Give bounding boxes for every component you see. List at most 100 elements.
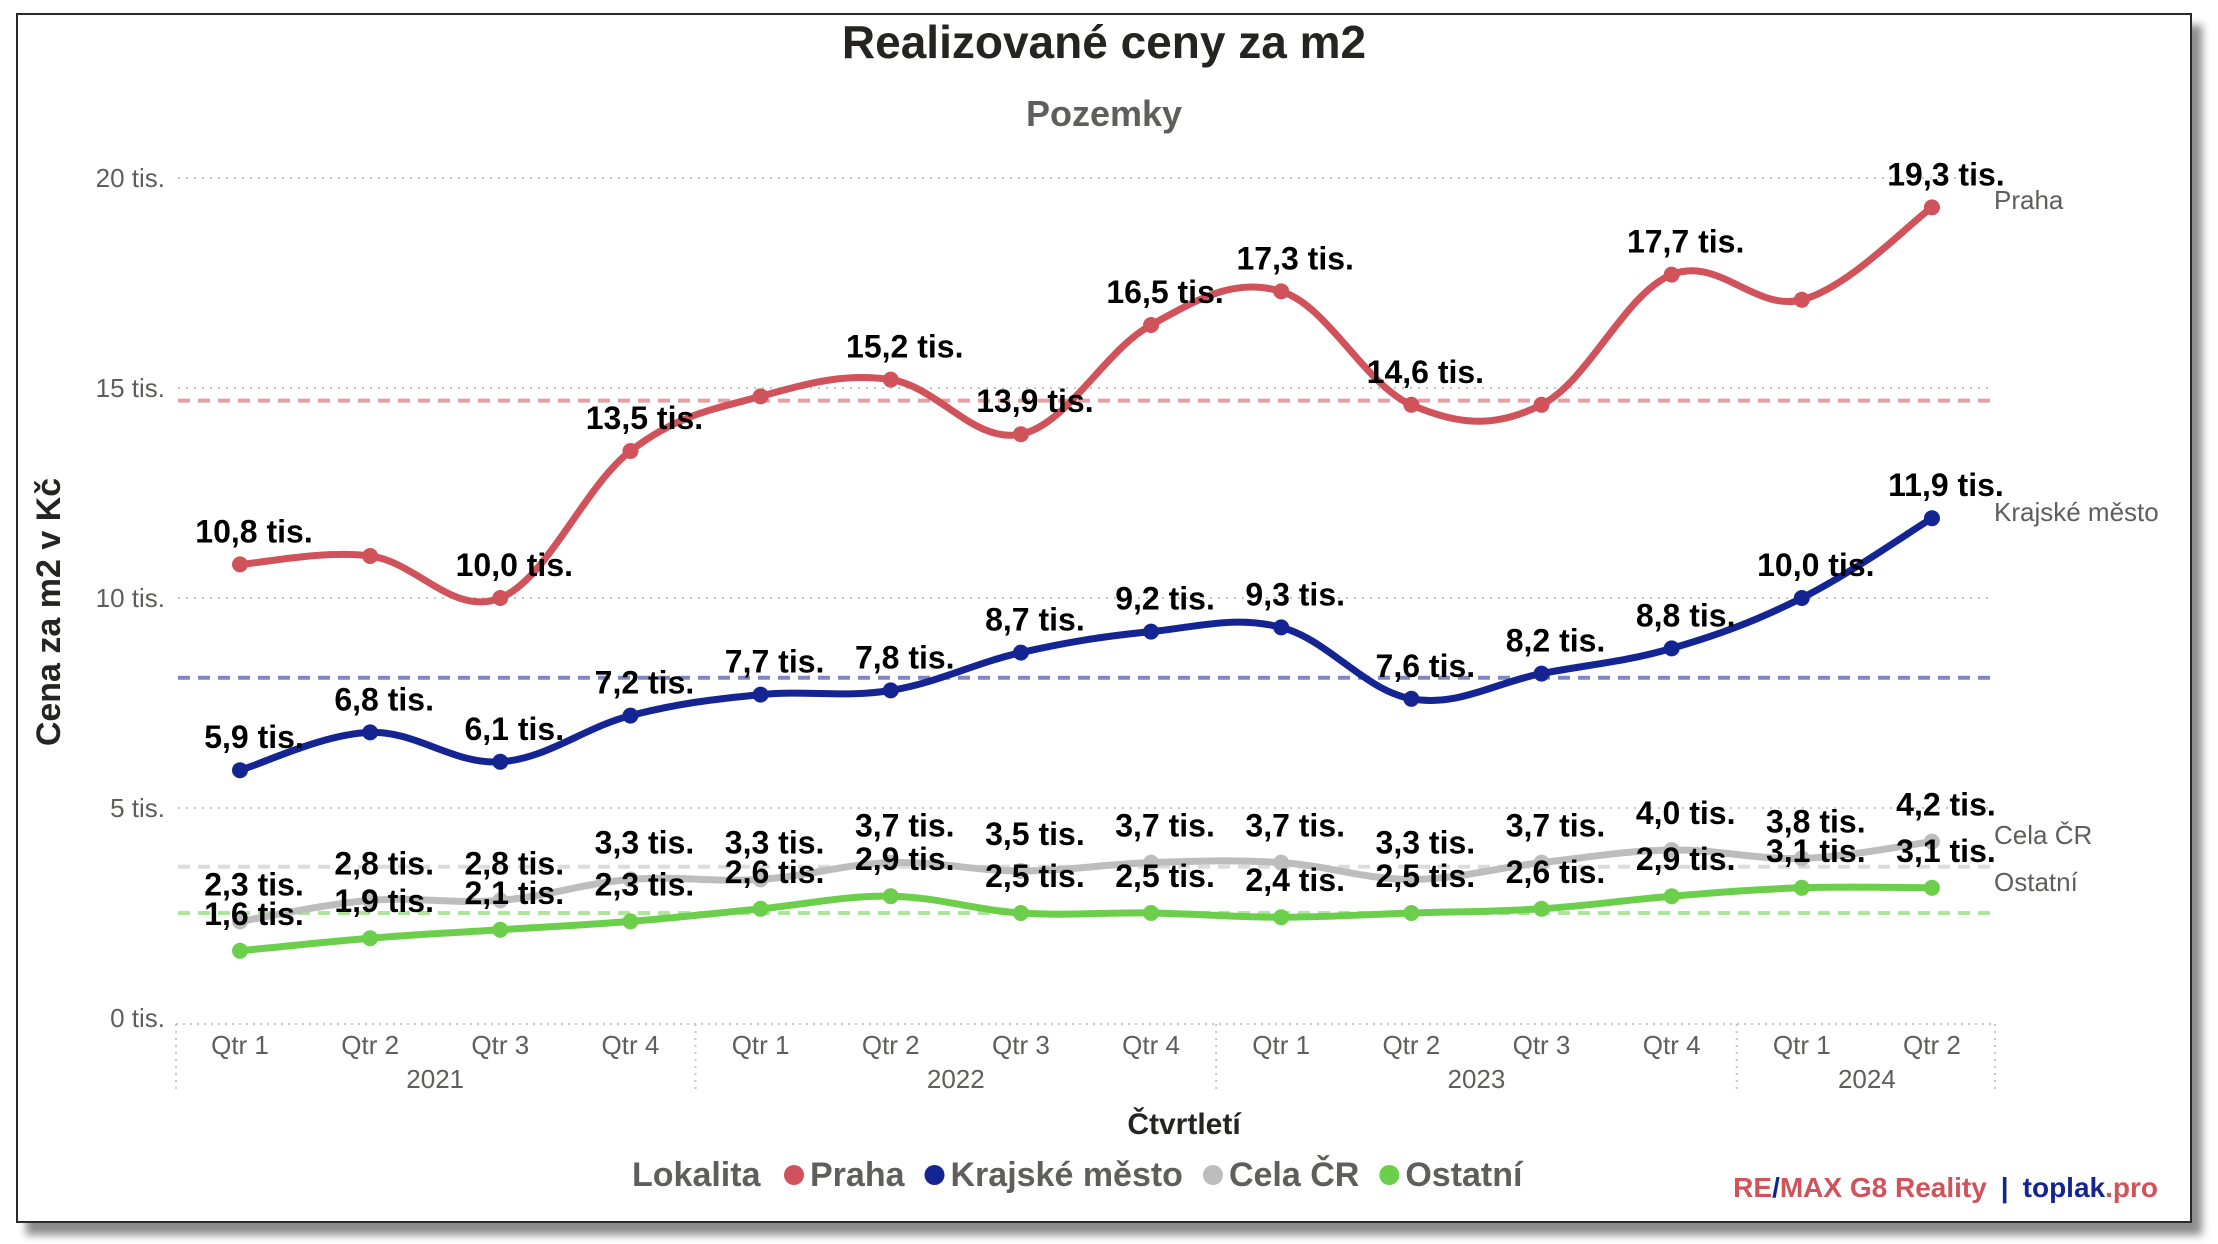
y-tick-label: 20 tis. [96,163,165,193]
data-label: 6,1 tis. [464,711,564,747]
data-label: 16,5 tis. [1106,274,1223,310]
data-point [1403,396,1420,413]
chart-subtitle: Pozemky [1026,93,1182,134]
data-label: 15,2 tis. [846,329,963,365]
data-point [1793,590,1810,606]
data-point [1012,644,1029,661]
data-point [362,892,379,909]
data-label: 3,3 tis. [725,824,825,860]
x-tick-label: Qtr 1 [1773,1030,1831,1060]
data-point [882,682,899,699]
data-label: 2,4 tis. [1245,862,1345,898]
data-label: 1,9 tis. [334,883,434,919]
chart-frame [16,13,2192,1223]
data-point [492,590,509,606]
data-point [622,913,639,930]
data-label: 3,1 tis. [1766,833,1866,869]
series-end-labels: Praha Krajské město Cela ČR Ostatní [1994,185,2159,897]
legend-marker [1379,1165,1400,1185]
series-end-label: Cela ČR [1994,820,2092,850]
brand-pro: .pro [2105,1172,2158,1203]
series-line [236,883,1936,955]
data-point [1273,283,1290,300]
legend-marker [784,1165,804,1185]
data-point [1533,665,1550,682]
data-point [1273,854,1290,871]
data-point [1012,863,1029,879]
data-point [232,913,248,930]
data-point [362,930,379,947]
data-point [362,548,379,564]
data-label: 3,7 tis. [1245,808,1345,844]
data-label: 2,6 tis. [725,854,825,890]
data-point [1012,426,1029,443]
x-axis-label: Čtvrtletí [1127,1107,1242,1141]
legend-entry: Ostatní [1405,1156,1524,1194]
data-label: 13,5 tis. [586,400,703,436]
data-point [232,762,248,779]
x-axis: Qtr 1 Qtr 2 Qtr 3 Qtr 4 Qtr 1 Qtr 2 Qtr 3 Qtr 4… [175,1023,1996,1094]
y-axis-label: Cena za m2 v Kč [30,478,68,746]
brand-toplak: toplak [2023,1172,2106,1203]
data-label: 4,2 tis. [1896,787,1996,823]
series-line [236,203,1936,606]
data-label: 2,1 tis. [464,875,564,911]
data-label: 3,1 tis. [1896,833,1996,869]
data-point [1923,879,1940,896]
legend-entry: Cela ČR [1229,1155,1359,1194]
data-point [232,556,248,573]
data-label: 10,0 tis. [456,547,573,583]
data-point [1533,900,1550,917]
data-point [882,854,899,871]
y-axis-ticks: 0 tis. 5 tis. 10 tis. 15 tis. 20 tis. [96,163,165,1033]
x-year-label: 2021 [406,1064,464,1094]
data-label: 9,3 tis. [1245,576,1345,612]
x-tick-label: Qtr 1 [211,1030,269,1060]
x-tick-label: Qtr 2 [1903,1030,1961,1060]
x-year-label: 2024 [1838,1064,1896,1094]
data-point [1143,623,1160,640]
series-end-label: Ostatní [1994,867,2079,897]
data-point [1663,888,1680,905]
x-tick-label: Qtr 1 [732,1030,790,1060]
x-tick-label: Qtr 4 [1643,1030,1701,1060]
x-tick-label: Qtr 2 [862,1030,920,1060]
data-point [752,900,769,917]
brand-divider: | [2001,1172,2009,1203]
data-point [1143,317,1160,333]
data-point [1923,199,1940,216]
x-tick-label: Qtr 2 [1382,1030,1440,1060]
gridlines [178,177,1990,809]
brand-re: RE [1733,1172,1772,1203]
data-point [1793,291,1810,308]
data-point [1793,850,1810,867]
data-label: 3,3 tis. [595,824,695,860]
data-label: 2,9 tis. [1636,841,1736,877]
data-label: 8,2 tis. [1506,623,1606,659]
data-point [1143,905,1160,921]
x-tick-label: Qtr 2 [341,1030,399,1060]
data-point [1663,640,1680,657]
data-point [1143,854,1160,871]
data-label: 2,3 tis. [204,866,304,902]
data-point [1793,879,1810,896]
chart-title: Realizované ceny za m2 [842,16,1366,68]
data-label: 2,8 tis. [464,845,564,881]
y-tick-label: 15 tis. [96,373,165,403]
y-tick-label: 10 tis. [96,583,165,613]
brand-slash: / [1772,1172,1780,1203]
data-label: 6,8 tis. [334,681,434,717]
data-label: 1,6 tis. [204,896,304,932]
data-point [882,888,899,905]
data-point [752,388,769,405]
data-point [492,753,509,770]
x-tick-label: Qtr 4 [602,1030,660,1060]
data-point [1923,833,1940,850]
data-point [1403,905,1420,921]
data-label: 2,9 tis. [855,841,955,877]
legend-marker [924,1165,945,1185]
data-label: 7,6 tis. [1376,648,1476,684]
data-point [752,871,769,888]
branding: RE/MAX G8 Reality | toplak.pro [1733,1172,2158,1203]
